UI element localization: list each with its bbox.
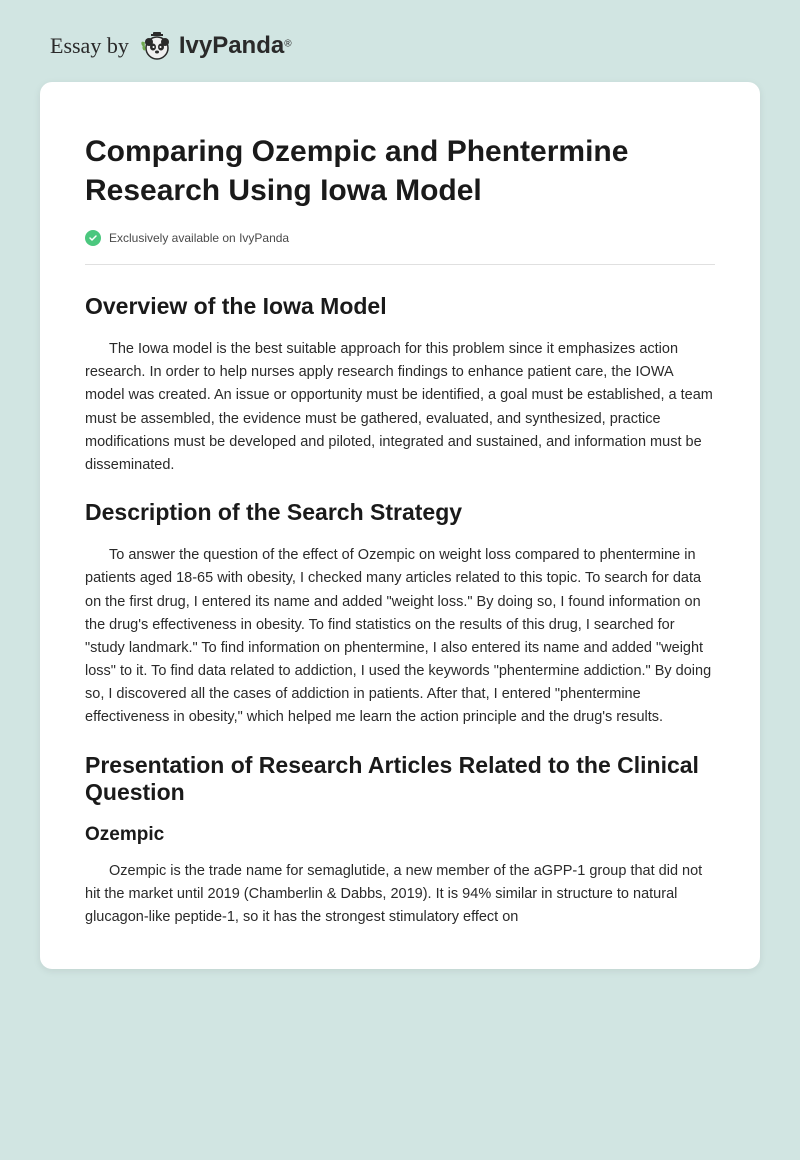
brand-name: IvyPanda® <box>179 32 292 60</box>
essay-by-label: Essay by <box>50 33 129 59</box>
badge-text: Exclusively available on IvyPanda <box>109 231 289 245</box>
section-heading-overview: Overview of the Iowa Model <box>85 293 715 320</box>
essay-title: Comparing Ozempic and Phentermine Resear… <box>85 132 715 210</box>
check-icon <box>85 230 101 246</box>
panda-icon <box>141 30 173 62</box>
body-paragraph: Ozempic is the trade name for semaglutid… <box>85 860 715 930</box>
page-header: Essay by IvyPanda® <box>0 0 800 82</box>
body-paragraph: To answer the question of the effect of … <box>85 544 715 730</box>
section-heading-presentation: Presentation of Research Articles Relate… <box>85 752 715 806</box>
sub-heading-ozempic: Ozempic <box>85 824 715 846</box>
availability-badge: Exclusively available on IvyPanda <box>85 230 715 265</box>
body-paragraph: The Iowa model is the best suitable appr… <box>85 338 715 477</box>
section-heading-search: Description of the Search Strategy <box>85 499 715 526</box>
brand-logo: IvyPanda® <box>141 30 292 62</box>
essay-card: Comparing Ozempic and Phentermine Resear… <box>40 82 760 969</box>
